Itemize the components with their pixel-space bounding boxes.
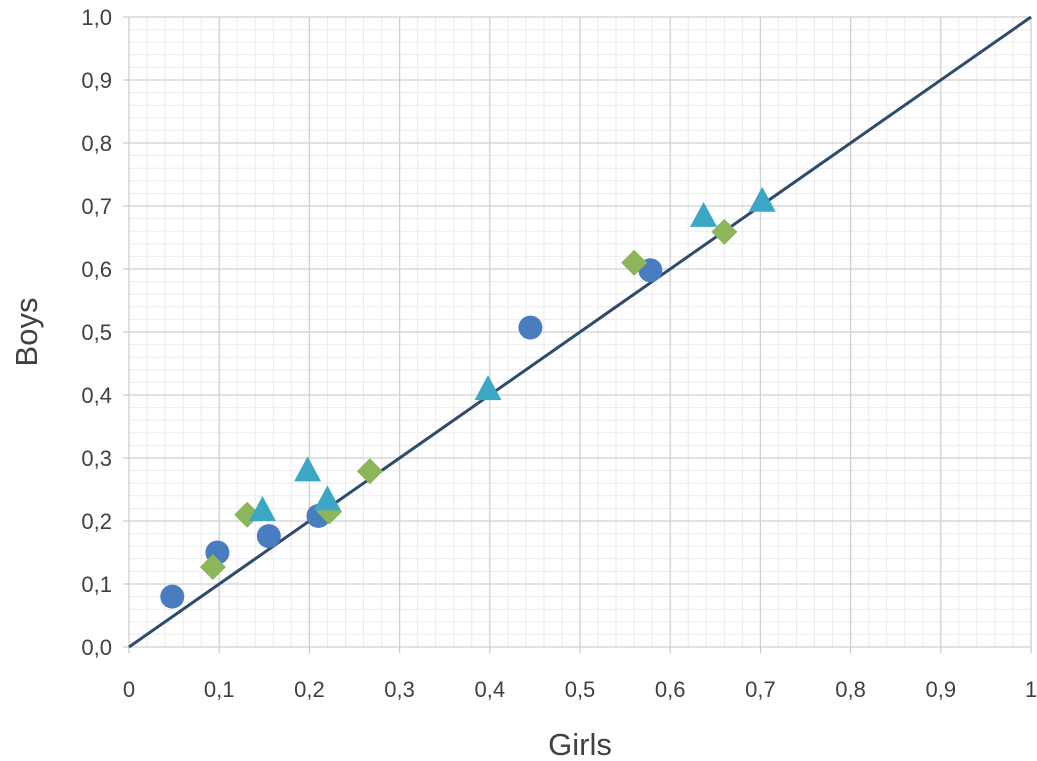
triangle-marker [248, 496, 276, 522]
x-tick-label: 0,6 [655, 677, 686, 702]
circle-marker [256, 524, 281, 549]
y-tick-label: 0,6 [81, 257, 112, 282]
diamond-marker [711, 218, 738, 245]
plot-area [128, 16, 1032, 648]
triangle-marker [294, 456, 322, 482]
y-tick-label: 0,5 [81, 320, 112, 345]
triangle-marker [690, 201, 718, 227]
diamond-marker [234, 501, 261, 528]
y-tick-label: 0,4 [81, 383, 112, 408]
x-tick-label: 0,5 [565, 677, 596, 702]
x-tick-label: 0,9 [926, 677, 957, 702]
triangle-marker [748, 186, 776, 212]
y-tick-label: 0,2 [81, 509, 112, 534]
x-tick-label: 1 [1025, 677, 1037, 702]
reference-line [128, 15, 1032, 649]
diamond-marker [356, 458, 383, 485]
y-tick-label: 0,1 [81, 572, 112, 597]
x-tick-label: 0,3 [384, 677, 415, 702]
major-gridlines [128, 16, 1032, 648]
x-tick-label: 0,1 [204, 677, 235, 702]
circle-marker [160, 584, 185, 609]
x-axis-ticks: 0 0,1 0,2 0,3 0,4 0,5 0,6 0,7 0,8 0,9 1 [123, 647, 1037, 702]
y-tick-label: 0,0 [81, 635, 112, 660]
y-tick-label: 0,9 [81, 68, 112, 93]
triangle-marker [474, 375, 502, 401]
x-tick-label: 0 [123, 677, 135, 702]
y-axis-title: Boys [9, 298, 44, 367]
x-axis-title: Girls [548, 727, 612, 761]
x-tick-label: 0,2 [294, 677, 325, 702]
diamond-marker [199, 553, 226, 580]
y-axis-ticks: 0,0 0,1 0,2 0,3 0,4 0,5 0,6 0,7 0,8 0,9 1,0 [81, 5, 129, 660]
y-tick-label: 0,3 [81, 446, 112, 471]
x-tick-label: 0,4 [475, 677, 506, 702]
data-markers [160, 186, 776, 609]
diamond-marker [621, 249, 648, 276]
x-tick-label: 0,7 [745, 677, 776, 702]
y-tick-label: 0,8 [81, 131, 112, 156]
triangle-marker [313, 485, 341, 511]
y-tick-label: 1,0 [81, 5, 112, 30]
x-tick-label: 0,8 [835, 677, 866, 702]
y-tick-label: 0,7 [81, 194, 112, 219]
circle-marker [518, 315, 543, 340]
